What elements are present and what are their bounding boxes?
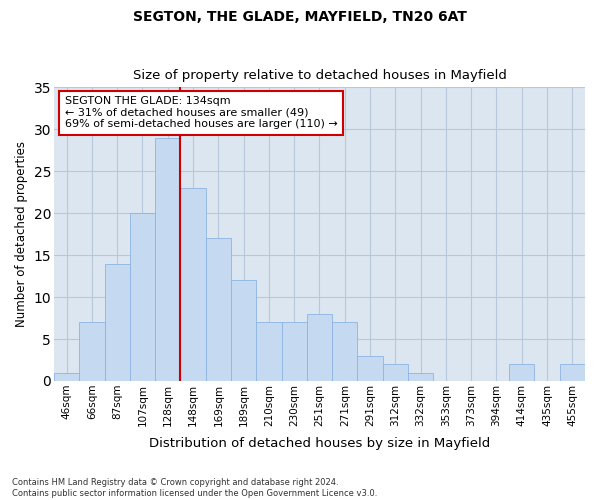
Bar — [383, 364, 408, 381]
Bar — [332, 322, 358, 381]
Bar — [281, 322, 307, 381]
Bar — [181, 188, 206, 381]
Bar — [130, 213, 155, 381]
Bar — [358, 356, 383, 381]
Bar — [256, 322, 281, 381]
X-axis label: Distribution of detached houses by size in Mayfield: Distribution of detached houses by size … — [149, 437, 490, 450]
Text: SEGTON, THE GLADE, MAYFIELD, TN20 6AT: SEGTON, THE GLADE, MAYFIELD, TN20 6AT — [133, 10, 467, 24]
Text: Contains HM Land Registry data © Crown copyright and database right 2024.
Contai: Contains HM Land Registry data © Crown c… — [12, 478, 377, 498]
Title: Size of property relative to detached houses in Mayfield: Size of property relative to detached ho… — [133, 69, 506, 82]
Y-axis label: Number of detached properties: Number of detached properties — [15, 141, 28, 327]
Text: SEGTON THE GLADE: 134sqm
← 31% of detached houses are smaller (49)
69% of semi-d: SEGTON THE GLADE: 134sqm ← 31% of detach… — [65, 96, 337, 130]
Bar — [560, 364, 585, 381]
Bar — [104, 264, 130, 381]
Bar — [231, 280, 256, 381]
Bar — [79, 322, 104, 381]
Bar — [155, 138, 181, 381]
Bar — [509, 364, 535, 381]
Bar — [206, 238, 231, 381]
Bar — [408, 372, 433, 381]
Bar — [307, 314, 332, 381]
Bar — [54, 372, 79, 381]
